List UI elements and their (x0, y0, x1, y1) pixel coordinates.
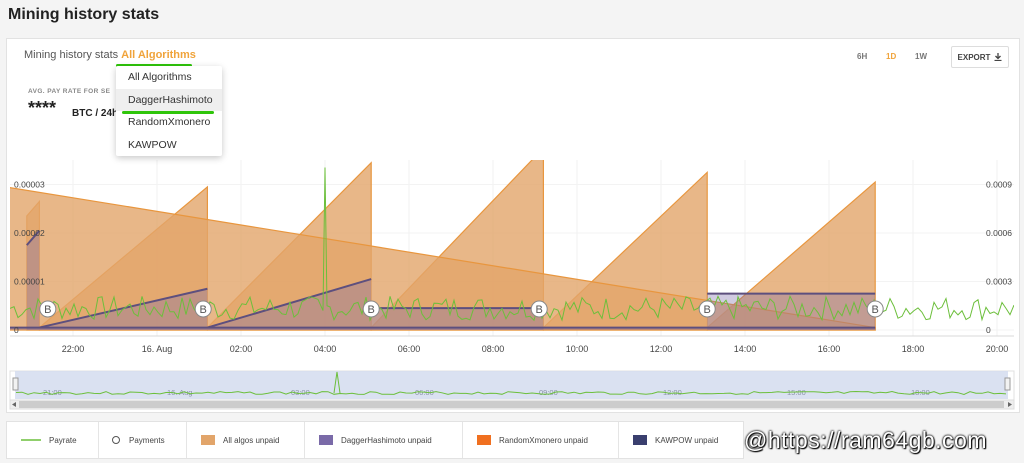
highlight-underline (122, 111, 214, 114)
download-icon (994, 53, 1002, 61)
time-button-1w[interactable]: 1W (915, 52, 927, 61)
time-button-6h[interactable]: 6H (857, 52, 868, 61)
dropdown-option-all-algorithms[interactable]: All Algorithms (128, 71, 192, 83)
watermark-text: @https://ram64gb.com (744, 427, 987, 453)
legend-label: DaggerHashimoto unpaid (341, 435, 432, 445)
export-label: EXPORT (957, 52, 991, 62)
highlight-underline (116, 64, 192, 67)
page-title: Mining history stats (8, 6, 160, 23)
avg-payrate-value: **** (28, 98, 57, 118)
all-algos-swatch-icon (201, 435, 215, 445)
dagger-swatch-icon (319, 435, 333, 445)
chart-header-label: Mining history stats (24, 49, 119, 61)
legend-item-payrate[interactable]: Payrate (7, 422, 99, 458)
dropdown-option-randomxmonero[interactable]: RandomXmonero (128, 116, 211, 128)
dropdown-option-daggerhashimoto[interactable]: DaggerHashimoto (116, 88, 222, 111)
avg-payrate-label: AVG. PAY RATE FOR SE (28, 88, 111, 95)
legend-label: All algos unpaid (223, 435, 280, 445)
kawpow-swatch-icon (633, 435, 647, 445)
payments-circle-icon (112, 436, 120, 444)
legend-item-payments[interactable]: Payments (99, 422, 187, 458)
legend-label: Payments (129, 435, 165, 445)
time-button-1d[interactable]: 1D (886, 52, 897, 61)
legend-label: Payrate (49, 435, 77, 445)
payrate-line-icon (21, 439, 41, 441)
algorithm-selector[interactable]: All Algorithms (121, 49, 196, 61)
chart-legend: Payrate Payments All algos unpaid Dagger… (6, 421, 744, 459)
legend-item-all-algos[interactable]: All algos unpaid (187, 422, 305, 458)
chart-header: Mining history stats All Algorithms (24, 49, 196, 61)
avg-payrate-unit: BTC / 24h (72, 108, 119, 119)
legend-label: KAWPOW unpaid (655, 435, 719, 445)
legend-item-kawpow[interactable]: KAWPOW unpaid (619, 422, 743, 458)
dropdown-option-kawpow[interactable]: KAWPOW (128, 138, 177, 151)
export-button[interactable]: EXPORT (951, 46, 1009, 68)
legend-label: RandomXmonero unpaid (499, 435, 588, 445)
legend-item-dagger[interactable]: DaggerHashimoto unpaid (305, 422, 463, 458)
randomx-swatch-icon (477, 435, 491, 445)
legend-item-randomx[interactable]: RandomXmonero unpaid (463, 422, 619, 458)
